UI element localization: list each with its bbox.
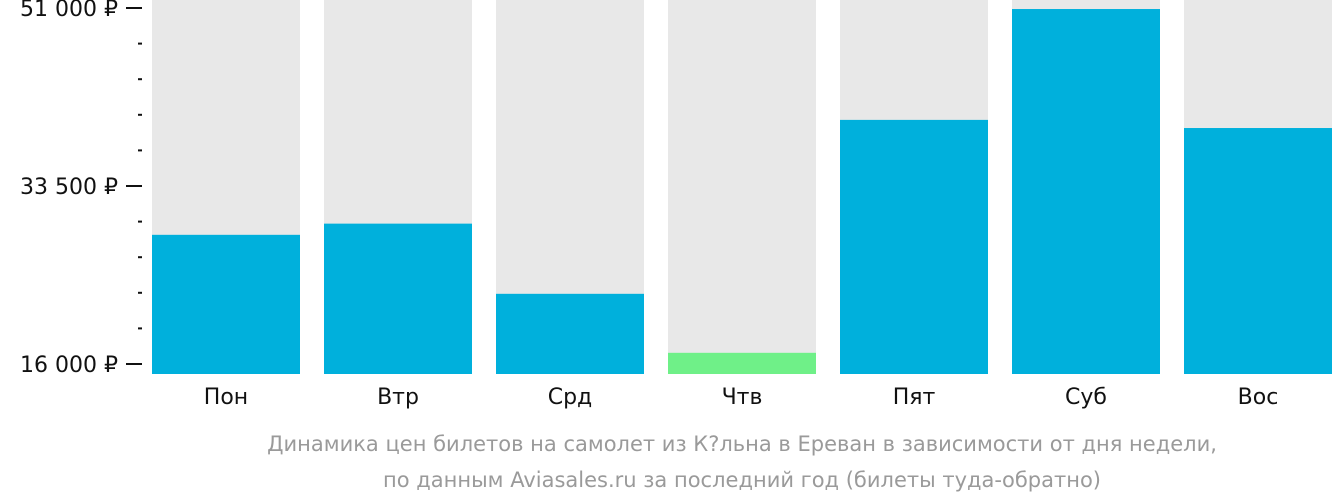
x-tick-label: Срд [548,385,593,410]
x-tick-label: Пон [204,385,248,410]
y-tick-label: 33 500 ₽ [20,175,118,200]
bars [152,0,1332,374]
bar-background [668,0,816,374]
y-tick-label: 16 000 ₽ [20,353,118,378]
y-axis: 51 000 ₽ 33 500 ₽ 16 000 ₽ [20,0,142,378]
bar [324,223,472,374]
bar [840,119,988,374]
x-tick-label: Вос [1238,385,1279,410]
chart-caption-line-2: по данным Aviasales.ru за последний год … [383,468,1101,492]
bar [1184,128,1332,374]
x-tick-label: Втр [377,385,419,410]
x-tick-label: Пят [893,385,936,410]
x-tick-label: Чтв [722,385,763,410]
x-axis-labels: Пон Втр Срд Чтв Пят Суб Вос [204,385,1279,410]
chart-caption-line-1: Динамика цен билетов на самолет из К?льн… [267,432,1217,456]
bar [1012,9,1160,374]
bar [668,352,816,374]
bar [152,234,300,374]
y-tick-label: 51 000 ₽ [20,0,118,22]
x-tick-label: Суб [1065,385,1107,410]
bar [496,293,644,374]
